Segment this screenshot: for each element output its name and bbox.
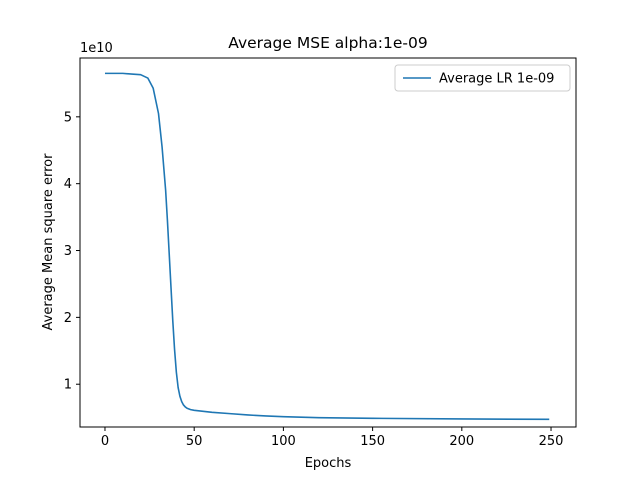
x-tick-label: 0 (101, 434, 109, 449)
legend-box (394, 64, 571, 92)
legend: Average LR 1e-09 (394, 64, 571, 92)
chart-title: Average MSE alpha:1e-09 (228, 34, 427, 52)
y-tick-label: 4 (64, 177, 72, 192)
y-tick-label: 5 (64, 110, 72, 125)
x-tick-label: 150 (360, 434, 385, 449)
y-axis: 1 2 3 4 5 (64, 110, 80, 393)
series-layer (104, 72, 550, 421)
y-axis-title: Average Mean square error (41, 153, 56, 331)
x-axis-title: Epochs (305, 456, 352, 471)
y-offset-label: 1e10 (80, 41, 113, 56)
x-tick-label: 200 (449, 434, 474, 449)
x-tick-label: 100 (271, 434, 296, 449)
y-tick-label: 2 (64, 311, 72, 326)
x-axis: 0 50 100 150 200 250 (101, 427, 564, 449)
series-line (104, 72, 550, 421)
plot-frame (79, 57, 577, 428)
legend-label: Average LR 1e-09 (439, 72, 554, 87)
x-tick-label: 250 (539, 434, 564, 449)
y-tick-label: 3 (64, 244, 72, 259)
x-tick-label: 50 (186, 434, 203, 449)
y-tick-label: 1 (64, 378, 72, 393)
